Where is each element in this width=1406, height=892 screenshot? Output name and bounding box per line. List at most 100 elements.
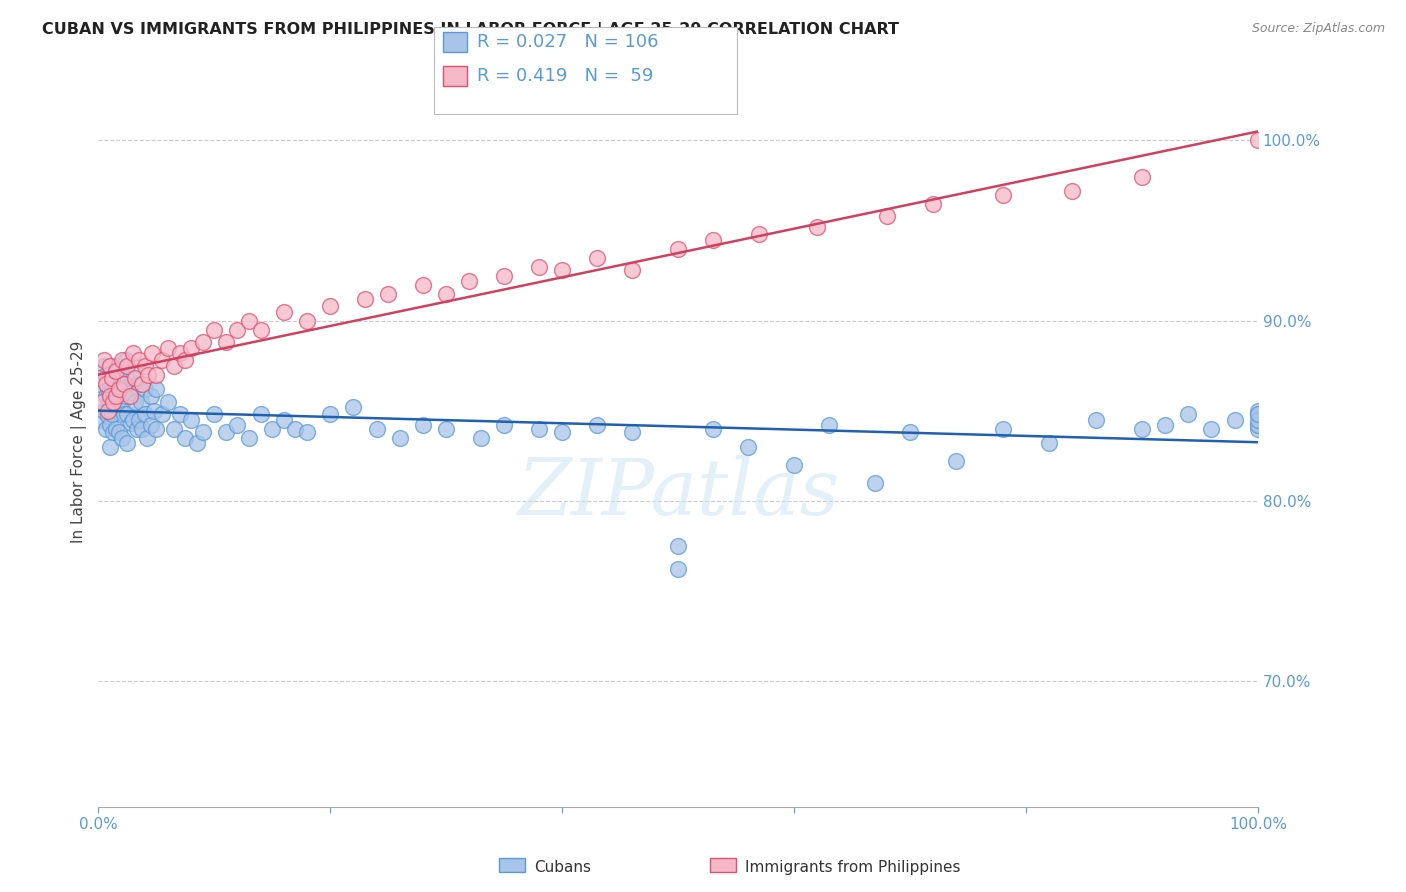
Point — [118, 385, 141, 400]
Point — [226, 418, 249, 433]
Point — [876, 209, 898, 223]
Point — [191, 335, 214, 350]
Point — [156, 394, 179, 409]
Point — [117, 371, 139, 385]
Point — [139, 389, 162, 403]
Point — [122, 413, 145, 427]
Point — [295, 425, 318, 440]
Point — [112, 382, 135, 396]
Point — [131, 422, 153, 436]
Point — [128, 376, 150, 391]
Point — [1247, 418, 1270, 433]
Point — [180, 341, 202, 355]
Point — [238, 313, 260, 327]
Point — [110, 353, 132, 368]
Point — [145, 422, 167, 436]
Point — [139, 418, 162, 433]
Point — [249, 407, 271, 421]
Point — [96, 376, 118, 391]
Point — [273, 413, 295, 427]
Point — [104, 364, 127, 378]
Point — [107, 359, 129, 373]
Text: Immigrants from Philippines: Immigrants from Philippines — [745, 860, 960, 874]
Point — [163, 359, 186, 373]
Point — [150, 407, 173, 421]
Point — [1038, 436, 1060, 450]
Point — [702, 233, 724, 247]
Point — [112, 407, 135, 421]
Point — [249, 323, 271, 337]
Text: Cubans: Cubans — [534, 860, 591, 874]
Point — [98, 389, 121, 403]
Point — [527, 260, 550, 274]
Point — [93, 403, 115, 417]
Point — [104, 396, 127, 410]
Point — [1223, 413, 1246, 427]
Point — [174, 431, 197, 445]
Point — [806, 219, 828, 234]
Point — [180, 413, 202, 427]
Point — [156, 341, 179, 355]
Point — [174, 353, 197, 368]
Point — [238, 431, 260, 445]
Point — [110, 431, 132, 445]
Point — [98, 359, 121, 373]
Point — [105, 382, 128, 396]
Point — [112, 376, 135, 391]
Point — [1154, 418, 1177, 433]
Point — [527, 422, 550, 436]
Point — [103, 425, 125, 440]
Point — [117, 407, 139, 421]
Point — [202, 407, 225, 421]
Point — [191, 425, 214, 440]
Point — [817, 418, 839, 433]
Point — [1130, 422, 1153, 436]
Point — [319, 407, 342, 421]
Point — [150, 353, 173, 368]
Point — [226, 323, 249, 337]
Point — [98, 385, 121, 400]
Point — [666, 539, 689, 553]
Point — [388, 431, 411, 445]
Point — [273, 304, 295, 318]
Point — [108, 425, 131, 440]
Point — [169, 346, 191, 360]
Point — [101, 371, 124, 385]
Text: ZIPatlas: ZIPatlas — [517, 455, 839, 532]
Point — [215, 425, 238, 440]
Point — [93, 359, 115, 373]
Point — [93, 353, 115, 368]
Point — [377, 286, 399, 301]
Point — [145, 382, 167, 396]
Point — [97, 394, 120, 409]
Point — [702, 422, 724, 436]
Point — [131, 376, 153, 391]
Point — [945, 454, 967, 468]
Y-axis label: In Labor Force | Age 25-29: In Labor Force | Age 25-29 — [72, 341, 87, 543]
Point — [1247, 407, 1270, 421]
Point — [1062, 184, 1084, 198]
Point — [1247, 418, 1270, 433]
Point — [666, 242, 689, 256]
Point — [97, 403, 120, 417]
Point — [97, 409, 120, 423]
Text: R = 0.027   N = 106: R = 0.027 N = 106 — [477, 33, 658, 51]
Text: R = 0.419   N =  59: R = 0.419 N = 59 — [477, 67, 652, 85]
Point — [366, 422, 388, 436]
Point — [1247, 422, 1270, 436]
Point — [215, 335, 238, 350]
Point — [122, 346, 145, 360]
Point — [412, 277, 434, 292]
Point — [169, 407, 191, 421]
Point — [101, 407, 124, 421]
Point — [494, 418, 516, 433]
Point — [458, 274, 481, 288]
Point — [863, 475, 886, 490]
Point — [101, 371, 124, 385]
Point — [666, 562, 689, 576]
Point — [284, 422, 307, 436]
Point — [319, 299, 342, 313]
Point — [586, 418, 609, 433]
Point — [103, 389, 125, 403]
Point — [143, 403, 166, 417]
